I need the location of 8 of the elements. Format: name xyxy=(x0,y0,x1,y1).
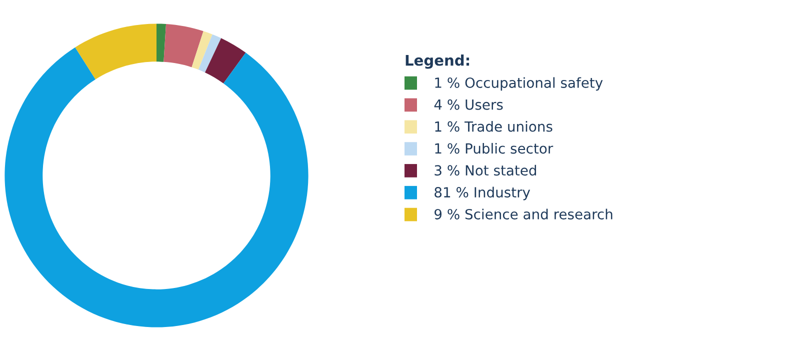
legend-label: 1 % Public sector xyxy=(435,142,554,154)
legend-title: Legend: xyxy=(406,54,470,69)
legend-label: 1 % Trade unions xyxy=(435,121,552,132)
legend-label: 81 % Industry xyxy=(434,186,530,200)
legend-label: 4 % Users xyxy=(434,99,503,110)
legend-label: 3 % Not stated xyxy=(434,164,536,176)
legend-label: 9 % Science and research xyxy=(434,208,612,220)
legend-label: 1 % Occupational safety xyxy=(435,77,603,91)
